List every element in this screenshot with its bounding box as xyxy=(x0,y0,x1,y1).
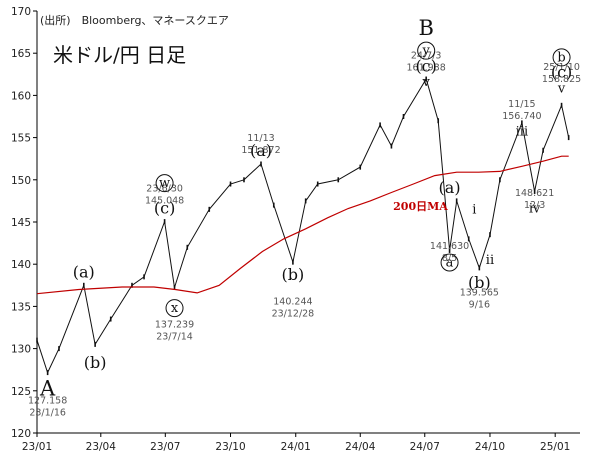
price-note: 8/5 xyxy=(442,253,457,264)
y-tick-label: 130 xyxy=(11,344,31,356)
wave-label: x xyxy=(171,301,179,316)
price-note: 23/7/14 xyxy=(156,332,193,343)
source-note: (出所) Bloomberg、マネースクエア xyxy=(40,13,229,27)
chart-title: 米ドル/円 日足 xyxy=(53,43,186,67)
price-line xyxy=(36,77,570,374)
ma-200-line xyxy=(36,155,569,295)
wave-label: A xyxy=(39,376,56,400)
x-tick-label: 24/10 xyxy=(475,441,505,453)
x-tick-label: 23/10 xyxy=(215,441,245,453)
price-note: 148.621 xyxy=(515,188,554,199)
price-note: 127.158 xyxy=(28,395,67,406)
wave-circle xyxy=(440,253,459,272)
price-note: 139.565 xyxy=(460,287,499,298)
wave-circle xyxy=(552,48,571,67)
ma-label: 200日MA xyxy=(393,200,448,213)
y-tick-label: 165 xyxy=(11,48,31,60)
price-note: 23/1/16 xyxy=(29,407,66,418)
wave-label: ii xyxy=(486,253,494,268)
price-note: 156.740 xyxy=(502,111,541,122)
price-note: 12/3 xyxy=(524,200,545,211)
x-tick-label: 24/04 xyxy=(345,441,376,453)
price-note: 161.938 xyxy=(407,62,446,73)
x-tick-label: 23/07 xyxy=(150,441,180,453)
wave-label: a xyxy=(446,256,454,271)
wave-label: w xyxy=(159,176,170,191)
wave-circle xyxy=(155,174,174,193)
price-note: 158.825 xyxy=(542,74,581,85)
wave-label: iv xyxy=(529,201,541,216)
wave-label: (c) xyxy=(551,63,572,82)
x-tick-label: 24/07 xyxy=(410,441,440,453)
wave-label: b xyxy=(557,50,565,65)
y-tick-label: 145 xyxy=(11,217,31,229)
price-note: 140.244 xyxy=(273,297,312,308)
wave-label: iii xyxy=(516,125,528,140)
y-tick-label: 170 xyxy=(11,6,31,18)
wave-label: (b) xyxy=(84,353,107,372)
x-tick-label: 25/01 xyxy=(540,441,570,453)
x-tick-label: 23/01 xyxy=(22,441,52,453)
wave-label: (c) xyxy=(415,57,436,76)
y-tick-label: 135 xyxy=(11,301,31,313)
wave-label: i xyxy=(472,202,476,217)
wave-label: B xyxy=(418,16,433,40)
price-note: 137.239 xyxy=(155,320,194,331)
wave-label: (b) xyxy=(468,273,491,292)
y-tick-label: 150 xyxy=(11,175,31,187)
x-tick-label: 24/01 xyxy=(281,441,311,453)
y-tick-label: 160 xyxy=(11,90,31,102)
wave-circle xyxy=(417,41,436,60)
wave-label: y xyxy=(421,44,430,59)
price-note: 151.872 xyxy=(241,145,280,156)
price-note: 24/7/3 xyxy=(411,50,442,61)
price-bars xyxy=(36,76,570,376)
price-note: 9/16 xyxy=(469,299,490,310)
price-note: 25/1/10 xyxy=(543,62,580,73)
wave-label: (c) xyxy=(154,198,175,217)
price-note: 11/13 xyxy=(247,133,274,144)
x-tick-label: 23/04 xyxy=(86,441,117,453)
price-note: 23/6/30 xyxy=(146,184,183,195)
wave-circle xyxy=(165,299,184,318)
price-note: 11/15 xyxy=(508,99,535,110)
y-tick-label: 140 xyxy=(11,259,31,271)
wave-label: (b) xyxy=(282,265,305,284)
wave-label: v xyxy=(557,82,566,97)
price-note: 23/12/28 xyxy=(272,309,315,320)
wave-label: v xyxy=(421,75,430,90)
wave-label: (a) xyxy=(439,178,461,197)
y-tick-label: 125 xyxy=(11,386,31,398)
price-note: 145.048 xyxy=(145,196,184,207)
y-tick-label: 120 xyxy=(11,428,31,440)
wave-label: (a) xyxy=(250,141,272,160)
y-tick-label: 155 xyxy=(11,133,31,145)
price-note: 141.630 xyxy=(430,241,469,252)
wave-label: (a) xyxy=(73,263,95,282)
